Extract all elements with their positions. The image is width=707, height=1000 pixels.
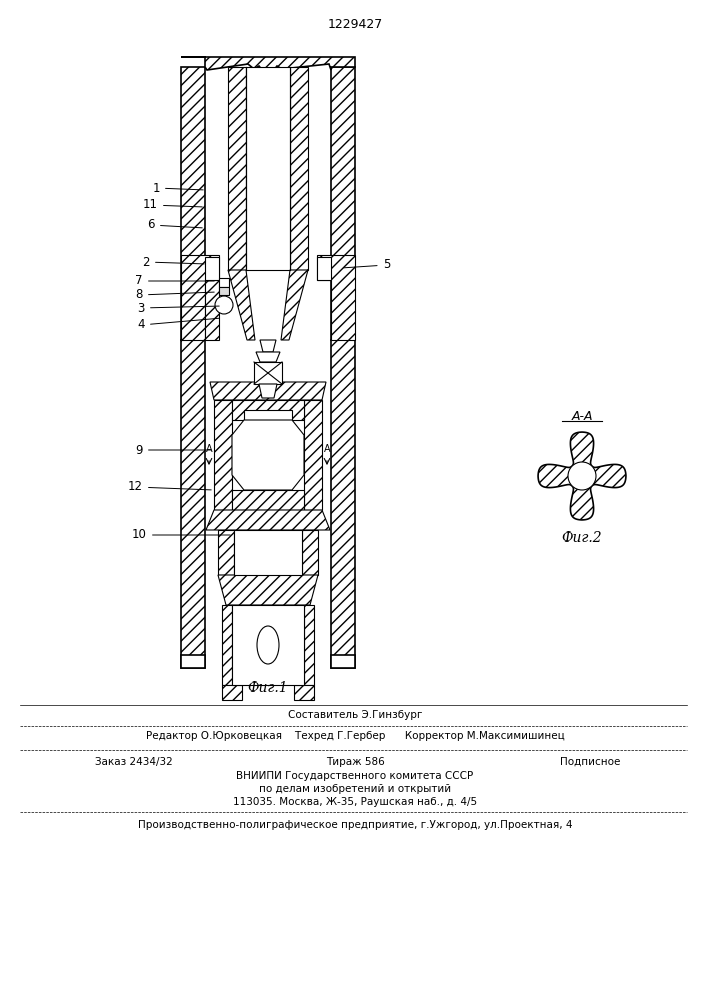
Polygon shape (232, 420, 304, 490)
Text: А-А: А-А (571, 410, 592, 422)
Text: Составитель Э.Гинзбург: Составитель Э.Гинзбург (288, 710, 422, 720)
Ellipse shape (257, 626, 279, 664)
Text: 4: 4 (137, 318, 219, 332)
Bar (219, 278, 229, 287)
Polygon shape (294, 685, 314, 700)
Polygon shape (331, 67, 355, 340)
Polygon shape (181, 655, 205, 668)
Polygon shape (214, 400, 232, 510)
Polygon shape (304, 400, 322, 510)
Polygon shape (302, 530, 318, 575)
Polygon shape (210, 382, 326, 400)
Polygon shape (317, 257, 331, 280)
Polygon shape (304, 605, 314, 685)
Text: 12: 12 (128, 481, 211, 493)
Text: 7: 7 (136, 274, 214, 288)
Text: 9: 9 (136, 444, 211, 456)
Polygon shape (538, 432, 626, 520)
Text: Тираж 586: Тираж 586 (326, 757, 385, 767)
Polygon shape (218, 530, 234, 575)
Text: 5: 5 (344, 258, 390, 271)
Polygon shape (222, 605, 232, 685)
Polygon shape (260, 340, 276, 352)
Text: 2: 2 (143, 255, 204, 268)
Bar (234, 530, 302, 575)
Polygon shape (228, 67, 246, 270)
Text: ВНИИПИ Государственного комитета СССР: ВНИИПИ Государственного комитета СССР (236, 771, 474, 781)
Text: 6: 6 (148, 219, 202, 232)
Text: Заказ 2434/32: Заказ 2434/32 (95, 757, 173, 767)
Text: 3: 3 (138, 302, 219, 314)
Circle shape (215, 296, 233, 314)
Polygon shape (205, 257, 219, 280)
Polygon shape (281, 270, 308, 340)
Polygon shape (259, 384, 277, 398)
Polygon shape (331, 655, 355, 668)
Polygon shape (181, 255, 219, 340)
Bar (254, 362, 282, 384)
Bar (219, 287, 229, 295)
Text: 113035. Москва, Ж-35, Раушская наб., д. 4/5: 113035. Москва, Ж-35, Раушская наб., д. … (233, 797, 477, 807)
Polygon shape (290, 67, 308, 270)
Text: Фиг.2: Фиг.2 (561, 531, 602, 545)
Text: А: А (206, 444, 212, 454)
Text: Подписное: Подписное (560, 757, 620, 767)
Polygon shape (181, 67, 205, 340)
Text: по делам изобретений и открытий: по делам изобретений и открытий (259, 784, 451, 794)
Polygon shape (206, 510, 330, 530)
Text: 1229427: 1229427 (327, 18, 382, 31)
Text: Фиг.1: Фиг.1 (247, 681, 288, 695)
Polygon shape (232, 490, 304, 510)
Polygon shape (232, 400, 304, 420)
Polygon shape (256, 352, 280, 362)
Polygon shape (181, 57, 355, 71)
Text: А: А (324, 444, 330, 454)
Text: 8: 8 (136, 288, 214, 302)
Text: Редактор О.Юрковецкая    Техред Г.Гербер      Корректор М.Максимишинец: Редактор О.Юрковецкая Техред Г.Гербер Ко… (146, 731, 564, 741)
Text: Производственно-полиграфическое предприятие, г.Ужгород, ул.Проектная, 4: Производственно-полиграфическое предприя… (138, 820, 572, 830)
Bar (246, 67, 290, 270)
Polygon shape (205, 280, 219, 340)
Polygon shape (317, 255, 355, 340)
Text: 10: 10 (132, 528, 230, 542)
Polygon shape (181, 340, 205, 668)
Text: 11: 11 (143, 198, 202, 212)
Circle shape (568, 462, 596, 490)
Text: 1: 1 (153, 182, 203, 194)
Bar (232, 605, 304, 685)
Polygon shape (218, 575, 318, 605)
Polygon shape (228, 270, 255, 340)
Polygon shape (222, 685, 242, 700)
Polygon shape (331, 340, 355, 668)
